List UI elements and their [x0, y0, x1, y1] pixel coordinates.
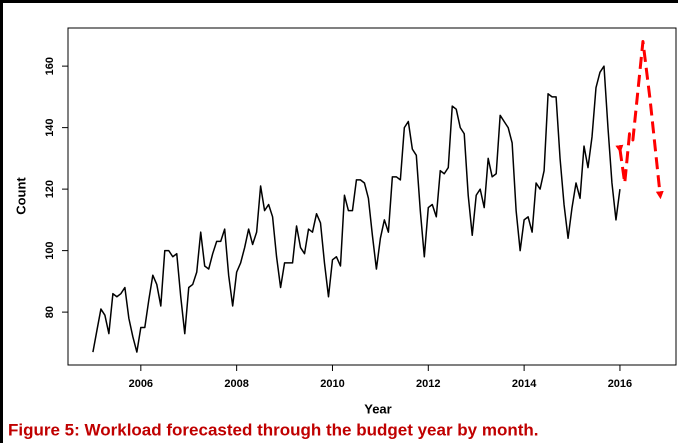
x-tick-label: 2016 [608, 378, 632, 390]
x-tick-label: 2010 [320, 378, 344, 390]
y-tick-label: 100 [44, 241, 56, 259]
x-tick-label: 2008 [224, 378, 248, 390]
x-tick-label: 2012 [416, 378, 440, 390]
data-line [92, 65, 621, 353]
caption: Figure 5: Workload forecasted through th… [8, 420, 539, 439]
y-axis-label: Count [13, 177, 28, 215]
y-tick-label: 160 [44, 57, 56, 75]
forecast-line [615, 40, 664, 200]
y-tick-label: 140 [44, 118, 56, 136]
y-tick-label: 120 [44, 180, 56, 198]
y-tick-label: 80 [44, 306, 56, 318]
plot-box [67, 27, 677, 366]
x-tick-label: 2006 [129, 378, 153, 390]
x-axis-label: Year [364, 401, 391, 416]
x-tick-label: 2014 [512, 378, 537, 390]
